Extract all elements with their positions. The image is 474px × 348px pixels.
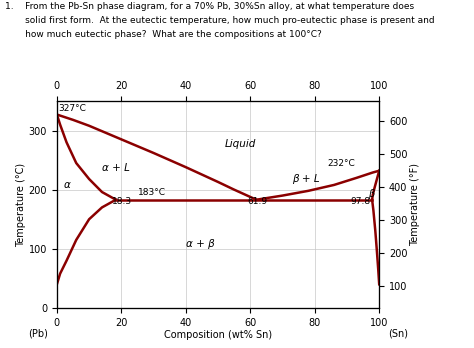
Text: 183°C: 183°C: [137, 188, 165, 197]
Text: α: α: [64, 180, 70, 190]
Y-axis label: Temperature (°C): Temperature (°C): [16, 163, 26, 246]
Text: 18.3: 18.3: [112, 197, 132, 206]
X-axis label: Composition (wt% Sn): Composition (wt% Sn): [164, 331, 272, 340]
Text: β + L: β + L: [292, 174, 320, 184]
Text: solid first form.  At the eutectic temperature, how much pro-eutectic phase is p: solid first form. At the eutectic temper…: [5, 16, 434, 25]
Text: (Pb): (Pb): [28, 329, 48, 339]
Text: 97.8: 97.8: [350, 197, 370, 206]
Text: 1.    From the Pb-Sn phase diagram, for a 70% Pb, 30%Sn alloy, at what temperatu: 1. From the Pb-Sn phase diagram, for a 7…: [5, 2, 414, 11]
Text: 61.9: 61.9: [247, 197, 267, 206]
Text: how much eutectic phase?  What are the compositions at 100°C?: how much eutectic phase? What are the co…: [5, 30, 321, 39]
Text: 232°C: 232°C: [328, 159, 356, 168]
Text: Liquid: Liquid: [225, 140, 256, 149]
Text: 327°C: 327°C: [58, 104, 86, 113]
Y-axis label: Temperature (°F): Temperature (°F): [410, 163, 420, 246]
Text: β: β: [368, 189, 374, 199]
Text: α + L: α + L: [102, 163, 130, 173]
Text: (Sn): (Sn): [388, 329, 408, 339]
Text: α + β: α + β: [186, 239, 215, 249]
